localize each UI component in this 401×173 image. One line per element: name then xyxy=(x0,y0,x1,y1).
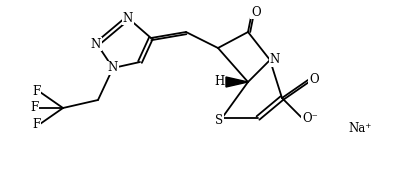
Text: S: S xyxy=(215,113,223,126)
Text: F: F xyxy=(32,117,40,130)
Text: O: O xyxy=(308,74,318,86)
Text: N: N xyxy=(107,61,118,75)
Text: O⁻: O⁻ xyxy=(301,112,317,125)
Text: F: F xyxy=(32,85,40,98)
Text: N: N xyxy=(91,38,101,51)
Text: H: H xyxy=(213,75,224,89)
Polygon shape xyxy=(225,77,247,87)
Text: F: F xyxy=(30,102,38,115)
Text: Na⁺: Na⁺ xyxy=(347,121,371,134)
Text: O: O xyxy=(251,6,260,19)
Text: N: N xyxy=(269,53,279,66)
Text: N: N xyxy=(123,11,133,25)
